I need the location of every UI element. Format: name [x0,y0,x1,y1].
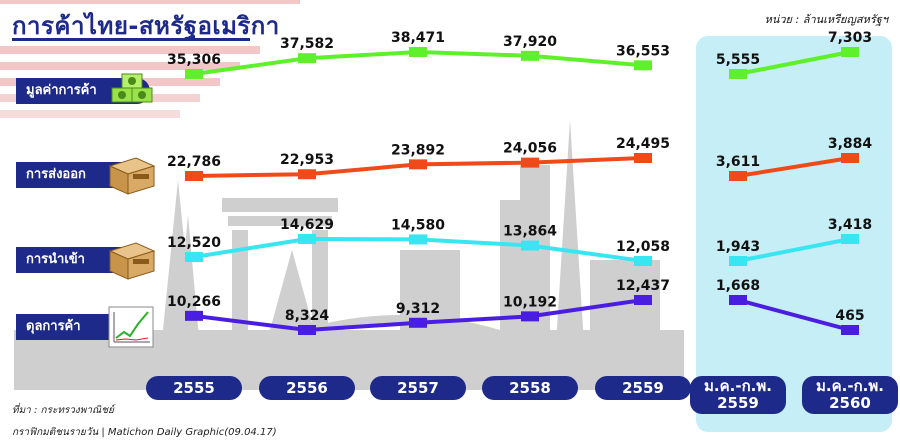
data-label-trade-4: 36,553 [616,43,670,59]
data-label-trade-0: 35,306 [167,52,221,68]
year-label-5: ม.ค.-ก.พ. 2559 [690,376,786,414]
point-trade-1 [298,53,316,64]
point-balance-6 [841,325,859,335]
point-imports-2 [409,234,427,245]
data-label-imports-6: 3,418 [828,217,872,233]
graphic-credit: กราฟิกมติชนรายวัน | Matichon Daily Graph… [12,427,277,438]
chart-icon [108,306,154,348]
data-label-balance-2: 9,312 [396,301,440,317]
year-label-2: 2557 [370,376,466,400]
data-label-trade-1: 37,582 [280,36,334,52]
point-trade-0 [185,69,203,79]
data-label-imports-0: 12,520 [167,235,221,251]
ytd-highlight-panel [696,36,892,432]
point-imports-4 [634,256,652,266]
title-underline [12,38,250,41]
year-label-1: 2556 [259,376,355,400]
point-trade-2 [409,47,427,57]
import-box-icon [108,242,156,280]
data-label-exports-6: 3,884 [828,136,873,152]
point-trade-5 [729,69,747,79]
point-balance-3 [521,311,539,322]
point-imports-3 [521,240,539,251]
data-label-imports-2: 14,580 [391,217,445,233]
year-label-4: 2559 [595,376,691,400]
data-label-trade-2: 38,471 [391,30,445,46]
point-exports-5 [729,171,747,181]
export-box-icon [108,157,156,195]
data-label-balance-6: 465 [835,308,864,324]
data-label-exports-4: 24,495 [616,136,670,152]
point-balance-4 [634,295,652,305]
data-label-balance-3: 10,192 [503,294,557,310]
page-title: การค้าไทย-สหรัฐอเมริกา [12,12,280,40]
data-label-imports-4: 12,058 [616,239,670,255]
data-label-trade-6: 7,303 [828,30,872,46]
data-label-balance-4: 12,437 [616,278,670,294]
data-label-trade-3: 37,920 [503,34,557,50]
point-imports-5 [729,256,747,266]
data-label-imports-5: 1,943 [716,239,760,255]
point-imports-1 [298,234,316,244]
point-imports-0 [185,252,203,263]
point-trade-4 [634,60,652,71]
point-balance-5 [729,295,747,305]
data-label-balance-1: 8,324 [285,308,330,324]
point-exports-1 [298,169,316,180]
point-exports-3 [521,157,539,168]
point-exports-0 [185,171,203,181]
data-label-trade-5: 5,555 [716,52,760,68]
point-balance-2 [409,317,427,328]
series-line-imports-2 [737,237,851,263]
source-note: ที่มา : กระทรวงพาณิชย์ [12,405,114,416]
data-label-imports-3: 13,864 [503,224,557,240]
point-exports-2 [409,159,427,170]
data-label-balance-0: 10,266 [167,294,221,310]
series-line-trade-2 [737,50,851,76]
data-label-exports-3: 24,056 [503,141,557,157]
year-label-0: 2555 [146,376,242,400]
point-exports-6 [841,153,859,163]
year-label-3: 2558 [482,376,578,400]
point-trade-3 [521,50,539,61]
point-balance-0 [185,310,203,321]
data-label-exports-5: 3,611 [716,154,760,170]
data-label-imports-1: 14,629 [280,217,334,233]
point-balance-1 [298,325,316,335]
point-imports-6 [841,234,859,244]
data-label-exports-0: 22,786 [167,154,221,170]
year-label-6: ม.ค.-ก.พ. 2560 [802,376,898,414]
point-exports-4 [634,153,652,163]
data-label-balance-5: 1,668 [716,278,760,294]
data-label-exports-2: 23,892 [391,142,445,158]
money-stack-icon [111,73,153,103]
data-label-exports-1: 22,953 [280,152,334,168]
series-line-balance-2 [737,298,851,332]
unit-label: หน่วย : ล้านเหรียญสหรัฐฯ [764,13,888,26]
series-line-exports-2 [737,156,851,178]
point-trade-6 [841,47,859,57]
